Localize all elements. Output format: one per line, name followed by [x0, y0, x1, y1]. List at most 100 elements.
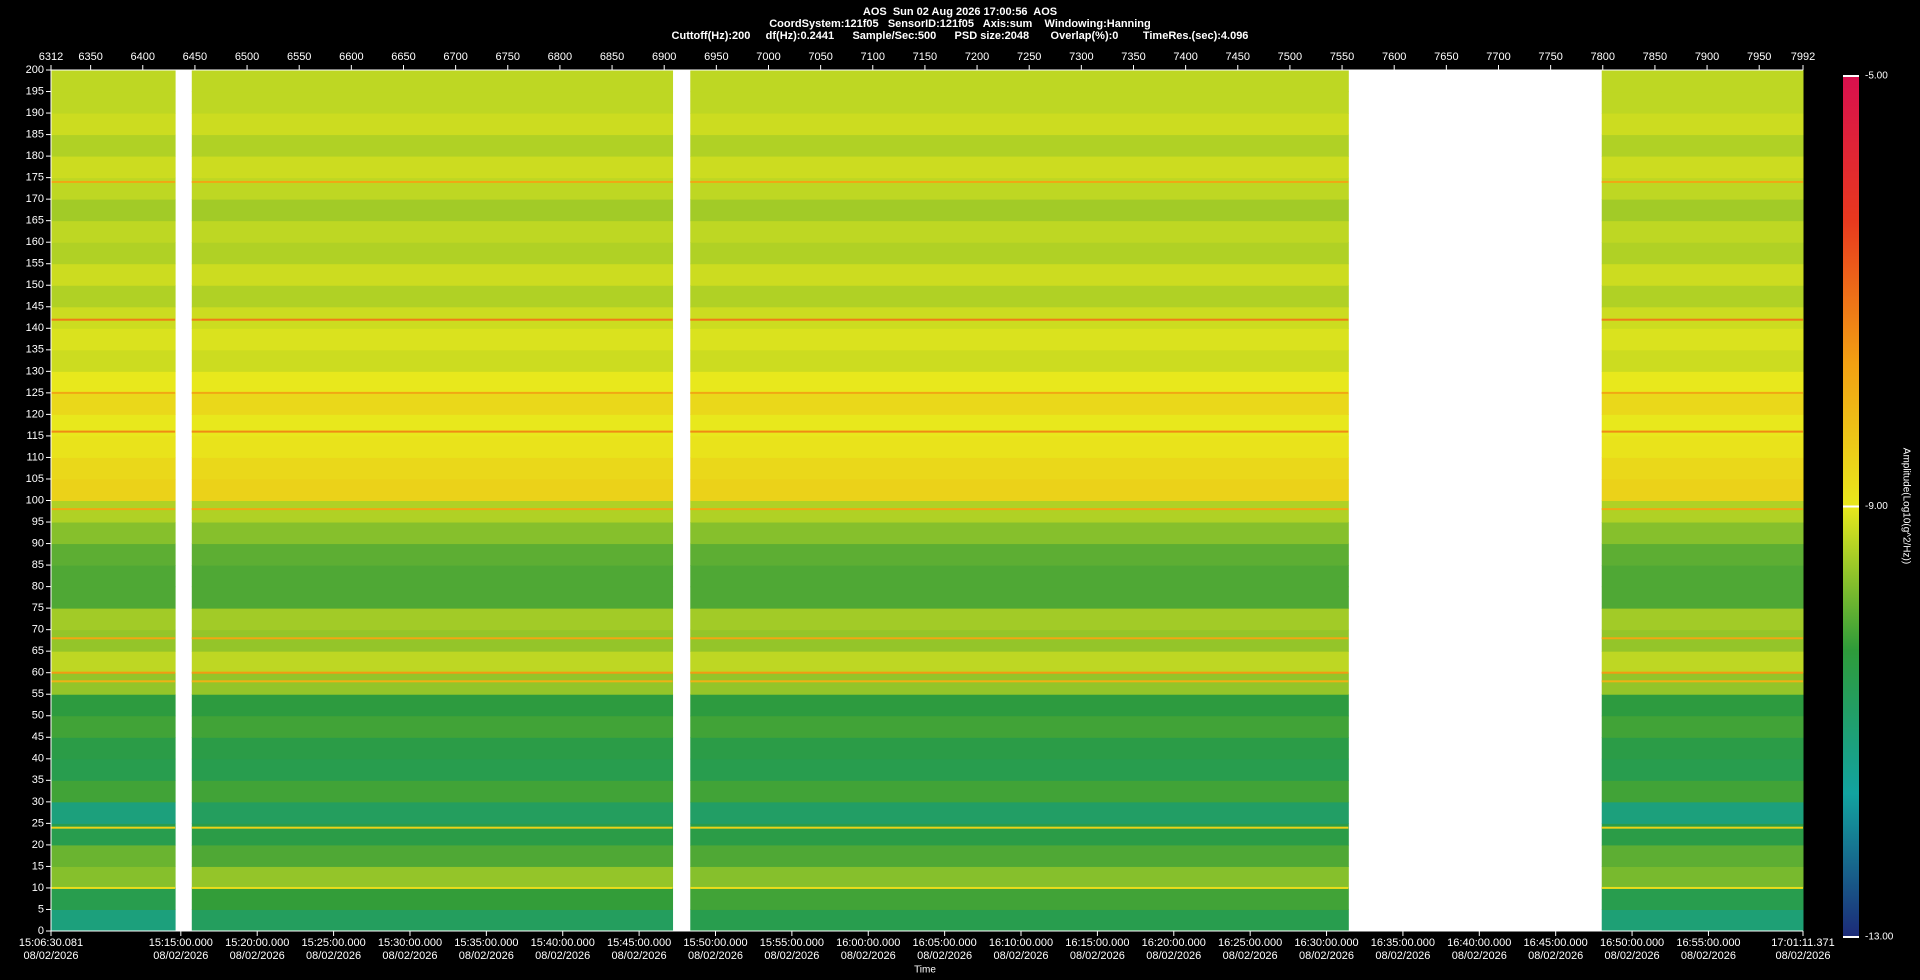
- y-tick-label: 85: [32, 559, 44, 571]
- heat-cell: [1601, 199, 1804, 222]
- tone-line: [51, 391, 176, 394]
- tone-line: [1601, 671, 1803, 674]
- x-tick-label: 6700: [443, 51, 467, 63]
- heat-cell: [51, 91, 176, 114]
- heat-cell: [1601, 134, 1804, 157]
- heat-cell: [690, 349, 1349, 372]
- colorbar-tick-label: -13.00: [1865, 932, 1894, 943]
- x-tick-label: 6900: [652, 51, 676, 63]
- heat-cell: [191, 328, 674, 351]
- heat-cell: [1601, 608, 1804, 631]
- heat-cell: [191, 672, 674, 695]
- heat-cell: [690, 91, 1349, 114]
- heat-cell: [690, 70, 1349, 93]
- tone-line: [191, 680, 673, 683]
- heat-cell: [690, 758, 1349, 781]
- y-tick-label: 30: [32, 796, 44, 808]
- x-tick-label: 7400: [1173, 51, 1197, 63]
- heat-cell: [1601, 844, 1804, 867]
- heat-cell: [51, 242, 176, 265]
- tone-line: [1601, 680, 1803, 683]
- heat-cell: [1601, 70, 1804, 93]
- y-tick-label: 155: [26, 258, 44, 270]
- tone-line: [690, 430, 1349, 433]
- tone-line: [690, 391, 1349, 394]
- heat-cell: [191, 263, 674, 286]
- x-tick-label: 6750: [496, 51, 520, 63]
- heat-cell: [51, 478, 176, 501]
- heat-cell: [191, 629, 674, 652]
- y-tick-label: 180: [26, 150, 44, 162]
- tone-line: [690, 671, 1349, 674]
- y-tick-label: 0: [38, 925, 44, 937]
- heat-cell: [51, 199, 176, 222]
- tone-line: [51, 826, 176, 829]
- chart-subtitle: CoordSystem:121f05 SensorID:121f05 Axis:…: [769, 18, 1151, 30]
- heat-cell: [191, 866, 674, 889]
- heat-cell: [51, 866, 176, 889]
- tone-line: [51, 680, 176, 683]
- y-tick-label: 110: [26, 451, 44, 463]
- y-tick-label: 190: [26, 107, 44, 119]
- time-tick-label: 15:40:00.000 08/02/2026: [530, 937, 595, 962]
- heat-cell: [690, 134, 1349, 157]
- heat-cell: [1601, 780, 1804, 803]
- heat-cell: [51, 565, 176, 588]
- time-tick-label: 16:05:00.000 08/02/2026: [912, 937, 977, 962]
- tone-line: [191, 886, 673, 889]
- tone-line: [1601, 180, 1803, 183]
- heat-cell: [1601, 349, 1804, 372]
- time-tick-label: 16:25:00.000 08/02/2026: [1218, 937, 1283, 962]
- time-tick-label: 15:50:00.000 08/02/2026: [683, 937, 748, 962]
- time-tick-label: 16:55:00.000 08/02/2026: [1676, 937, 1741, 962]
- time-tick-label: 16:30:00.000 08/02/2026: [1294, 937, 1359, 962]
- x-tick-label: 7550: [1330, 51, 1354, 63]
- tone-line: [51, 318, 176, 321]
- time-tick-label: 15:25:00.000 08/02/2026: [301, 937, 366, 962]
- y-tick-label: 145: [26, 301, 44, 313]
- heat-cell: [191, 242, 674, 265]
- heat-cell: [191, 371, 674, 394]
- time-tick-label: 16:40:00.000 08/02/2026: [1447, 937, 1512, 962]
- tone-line: [191, 637, 673, 640]
- heat-cell: [690, 371, 1349, 394]
- time-tick-label: 15:35:00.000 08/02/2026: [454, 937, 519, 962]
- time-tick-label: 15:30:00.000 08/02/2026: [377, 937, 443, 962]
- heat-cell: [690, 608, 1349, 631]
- heat-cell: [51, 522, 176, 545]
- heat-cell: [51, 715, 176, 738]
- colorbar-tick-label: -5.00: [1865, 71, 1888, 82]
- heat-cell: [51, 457, 176, 480]
- heat-cell: [690, 801, 1349, 824]
- heat-cell: [690, 478, 1349, 501]
- y-tick-label: 195: [26, 85, 44, 97]
- tone-line: [51, 180, 176, 183]
- heat-cell: [51, 263, 176, 286]
- heat-cell: [51, 414, 176, 437]
- heat-cell: [1601, 629, 1804, 652]
- heat-cell: [51, 651, 176, 674]
- y-tick-label: 175: [26, 172, 44, 184]
- heat-cell: [191, 414, 674, 437]
- heat-cell: [51, 737, 176, 760]
- heat-cell: [51, 780, 176, 803]
- heat-cell: [191, 801, 674, 824]
- heat-cell: [51, 823, 176, 846]
- y-tick-label: 15: [32, 860, 44, 872]
- heat-cell: [1601, 113, 1804, 136]
- y-tick-label: 160: [26, 236, 44, 248]
- heat-cell: [191, 392, 674, 415]
- heat-cell: [51, 844, 176, 867]
- x-tick-label: 7250: [1017, 51, 1041, 63]
- heat-cell: [191, 586, 674, 609]
- heat-cell: [690, 823, 1349, 846]
- heat-cell: [1601, 565, 1804, 588]
- heat-cell: [51, 608, 176, 631]
- tone-line: [690, 637, 1349, 640]
- x-tick-label: 7800: [1591, 51, 1615, 63]
- heat-cell: [1601, 435, 1804, 458]
- heat-cell: [690, 263, 1349, 286]
- heat-cell: [191, 285, 674, 308]
